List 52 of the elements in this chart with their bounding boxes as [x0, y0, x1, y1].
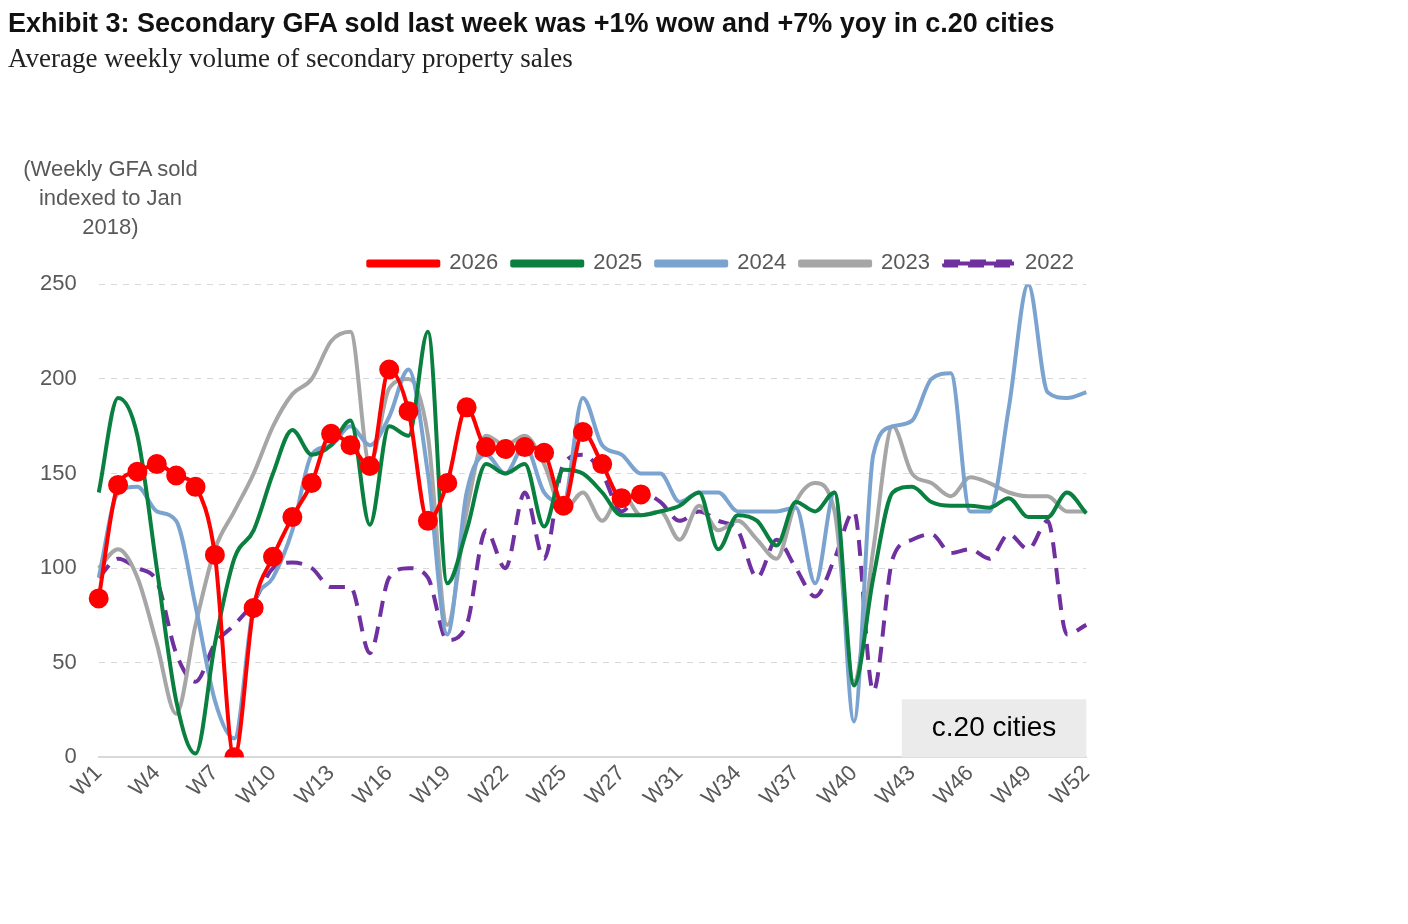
point — [495, 438, 516, 459]
point — [282, 507, 303, 528]
point — [456, 397, 477, 418]
point — [108, 474, 129, 495]
point — [514, 437, 535, 458]
x-tick-label: W31 — [637, 759, 688, 810]
point — [301, 473, 322, 494]
point — [611, 488, 632, 509]
x-tick-label: W40 — [812, 759, 862, 810]
point — [359, 456, 380, 477]
point — [166, 465, 187, 486]
y-tick-label: 150 — [39, 459, 77, 485]
x-tick-label: W49 — [986, 759, 1037, 810]
point — [398, 401, 419, 422]
x-tick-label: W19 — [405, 759, 456, 810]
point — [243, 597, 264, 618]
point — [592, 454, 613, 475]
point — [417, 510, 438, 531]
point — [127, 461, 148, 482]
point — [437, 473, 458, 494]
chart-title: Exhibit 3: Secondary GFA sold last week was +1% wow and +7% yoy in c.20 cities — [8, 8, 1056, 39]
point — [262, 546, 283, 567]
point — [146, 454, 167, 475]
x-tick-label: W13 — [289, 759, 339, 810]
y-tick-label: 100 — [39, 554, 77, 580]
point — [572, 421, 593, 442]
x-tick-label: W7 — [181, 759, 223, 801]
point — [476, 437, 497, 458]
chart-subtitle: Average weekly volume of secondary property sales — [8, 43, 574, 74]
point — [185, 476, 206, 497]
point — [321, 423, 342, 444]
point — [553, 495, 574, 516]
y-axis-title: (Weekly GFA sold indexed to Jan 2018) — [22, 155, 199, 241]
point — [340, 435, 361, 456]
point — [204, 544, 225, 565]
point — [630, 484, 651, 505]
point — [88, 588, 109, 609]
legend-label: 2025 — [593, 249, 643, 275]
x-tick-label: W43 — [870, 759, 920, 810]
y-tick-label: 50 — [52, 648, 77, 674]
point — [379, 359, 400, 380]
y-tick-label: 250 — [39, 270, 77, 296]
annotation: c.20 cities — [931, 711, 1057, 743]
legend-label: 2023 — [881, 249, 931, 275]
legend-label: 2026 — [449, 249, 499, 275]
y-tick-label: 200 — [39, 365, 77, 391]
point — [534, 442, 555, 463]
legend-label: 2024 — [737, 249, 787, 275]
legend-label: 2022 — [1025, 249, 1075, 275]
y-tick-label: 0 — [64, 743, 77, 769]
x-tick-label: W4 — [123, 759, 165, 801]
x-tick-label: W10 — [231, 759, 281, 810]
